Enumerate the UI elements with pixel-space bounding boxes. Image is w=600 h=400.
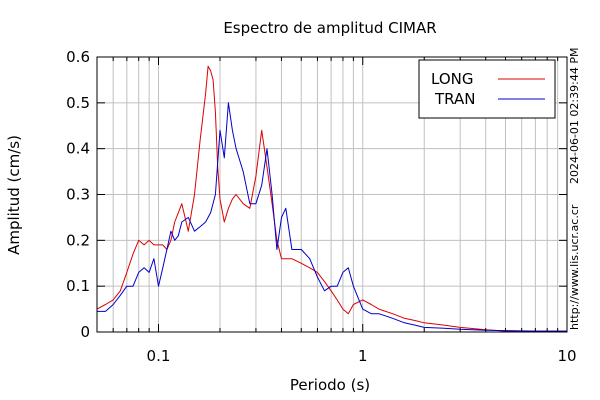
- legend-box: [418, 59, 556, 119]
- y-tick-label: 0.1: [66, 277, 90, 295]
- series-line-long: [96, 65, 567, 332]
- y-tick-label: 0.2: [66, 231, 90, 249]
- x-tick-label: 1: [358, 347, 368, 365]
- chart-title: Espectro de amplitud CIMAR: [223, 19, 436, 37]
- y-tick-label: 0.4: [66, 140, 90, 158]
- y-tick-label: 0.6: [66, 48, 90, 66]
- legend-label-long: LONG: [431, 70, 473, 88]
- url-text: http://www.lis.ucr.ac.cr: [568, 204, 581, 330]
- y-tick-label: 0.5: [66, 94, 90, 112]
- timestamp-text: 2024-06-01 02:39:44 PM: [568, 48, 581, 184]
- x-tick-label: 10: [557, 347, 576, 365]
- series-layer: [96, 65, 567, 332]
- y-tick-label: 0.3: [66, 186, 90, 204]
- series-line-tran: [97, 102, 567, 332]
- legend-label-tran: TRAN: [434, 90, 475, 108]
- x-axis-label: Periodo (s): [290, 376, 370, 394]
- legend: LONG TRAN: [418, 59, 556, 119]
- y-axis-label: Amplitud (cm/s): [5, 135, 23, 255]
- tick-labels: 0 0.1 0.2 0.3 0.4 0.5 0.6 0.1 1 10: [66, 48, 576, 365]
- y-tick-label: 0: [80, 323, 90, 341]
- x-tick-label: 0.1: [147, 347, 171, 365]
- ticks: [96, 56, 568, 333]
